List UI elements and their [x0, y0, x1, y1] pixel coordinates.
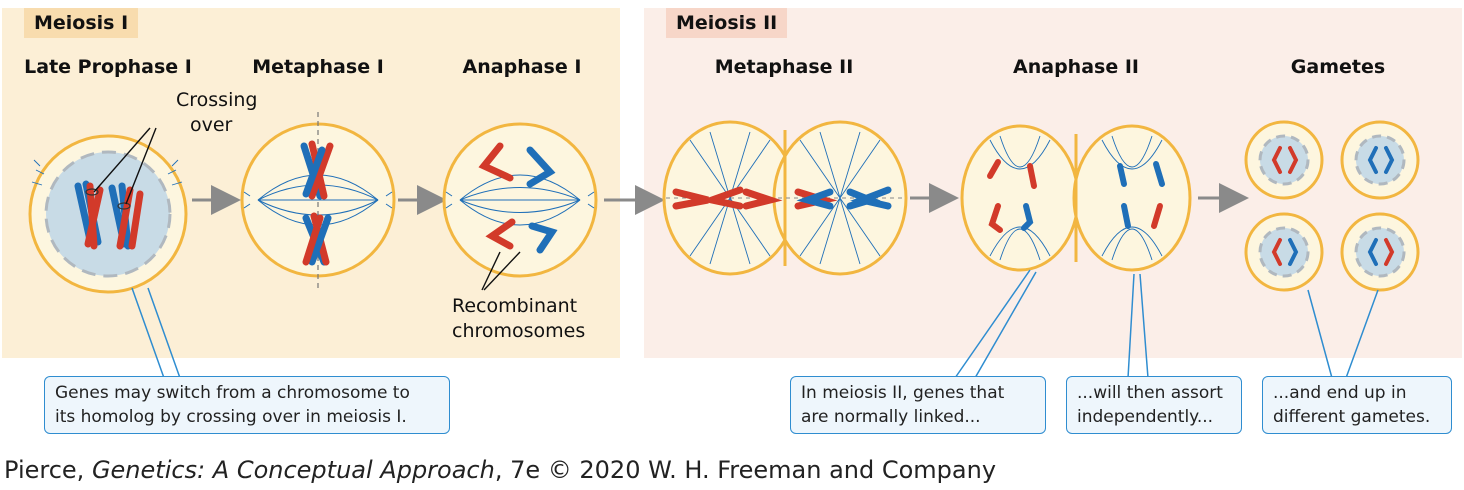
late-prophase-1-cell [28, 127, 188, 294]
metaphase-2-cells [662, 120, 908, 276]
metaphase-1-cell [240, 112, 396, 288]
callout-pointers [131, 269, 1379, 379]
callout-crossing-over: Genes may switch from a chromosome to it… [44, 376, 450, 434]
callout-different-gametes: ...and end up in different gametes. [1262, 376, 1452, 434]
source-credit: Pierce, Genetics: A Conceptual Approach,… [4, 456, 996, 484]
crossing-over-label: Crossing over [176, 89, 258, 136]
recombinant-chromosomes-label: Recombinant chromosomes [452, 295, 586, 342]
stage-metaphase-2: Metaphase II [714, 56, 854, 78]
meiosis-2-tab: Meiosis II [666, 8, 788, 38]
credit-rest: , 7e © 2020 W. H. Freeman and Company [494, 456, 997, 484]
credit-title: Genetics: A Conceptual Approach [91, 456, 495, 484]
stage-anaphase-2: Anaphase II [1013, 56, 1139, 78]
stage-anaphase-1: Anaphase I [462, 56, 582, 78]
callout-assort-independently: ...will then assort independently... [1066, 376, 1242, 434]
stage-metaphase-1: Metaphase I [252, 56, 384, 78]
gamete-cells [1244, 120, 1420, 292]
meiosis-1-tab: Meiosis I [24, 8, 139, 38]
anaphase-2-cells [960, 124, 1192, 272]
anaphase-1-cell [442, 122, 598, 291]
callout-linked-genes: In meiosis II, genes that are normally l… [790, 376, 1046, 434]
credit-author: Pierce, [4, 456, 92, 484]
stage-late-prophase-1: Late Prophase I [24, 56, 192, 78]
stage-gametes: Gametes [1290, 56, 1386, 78]
